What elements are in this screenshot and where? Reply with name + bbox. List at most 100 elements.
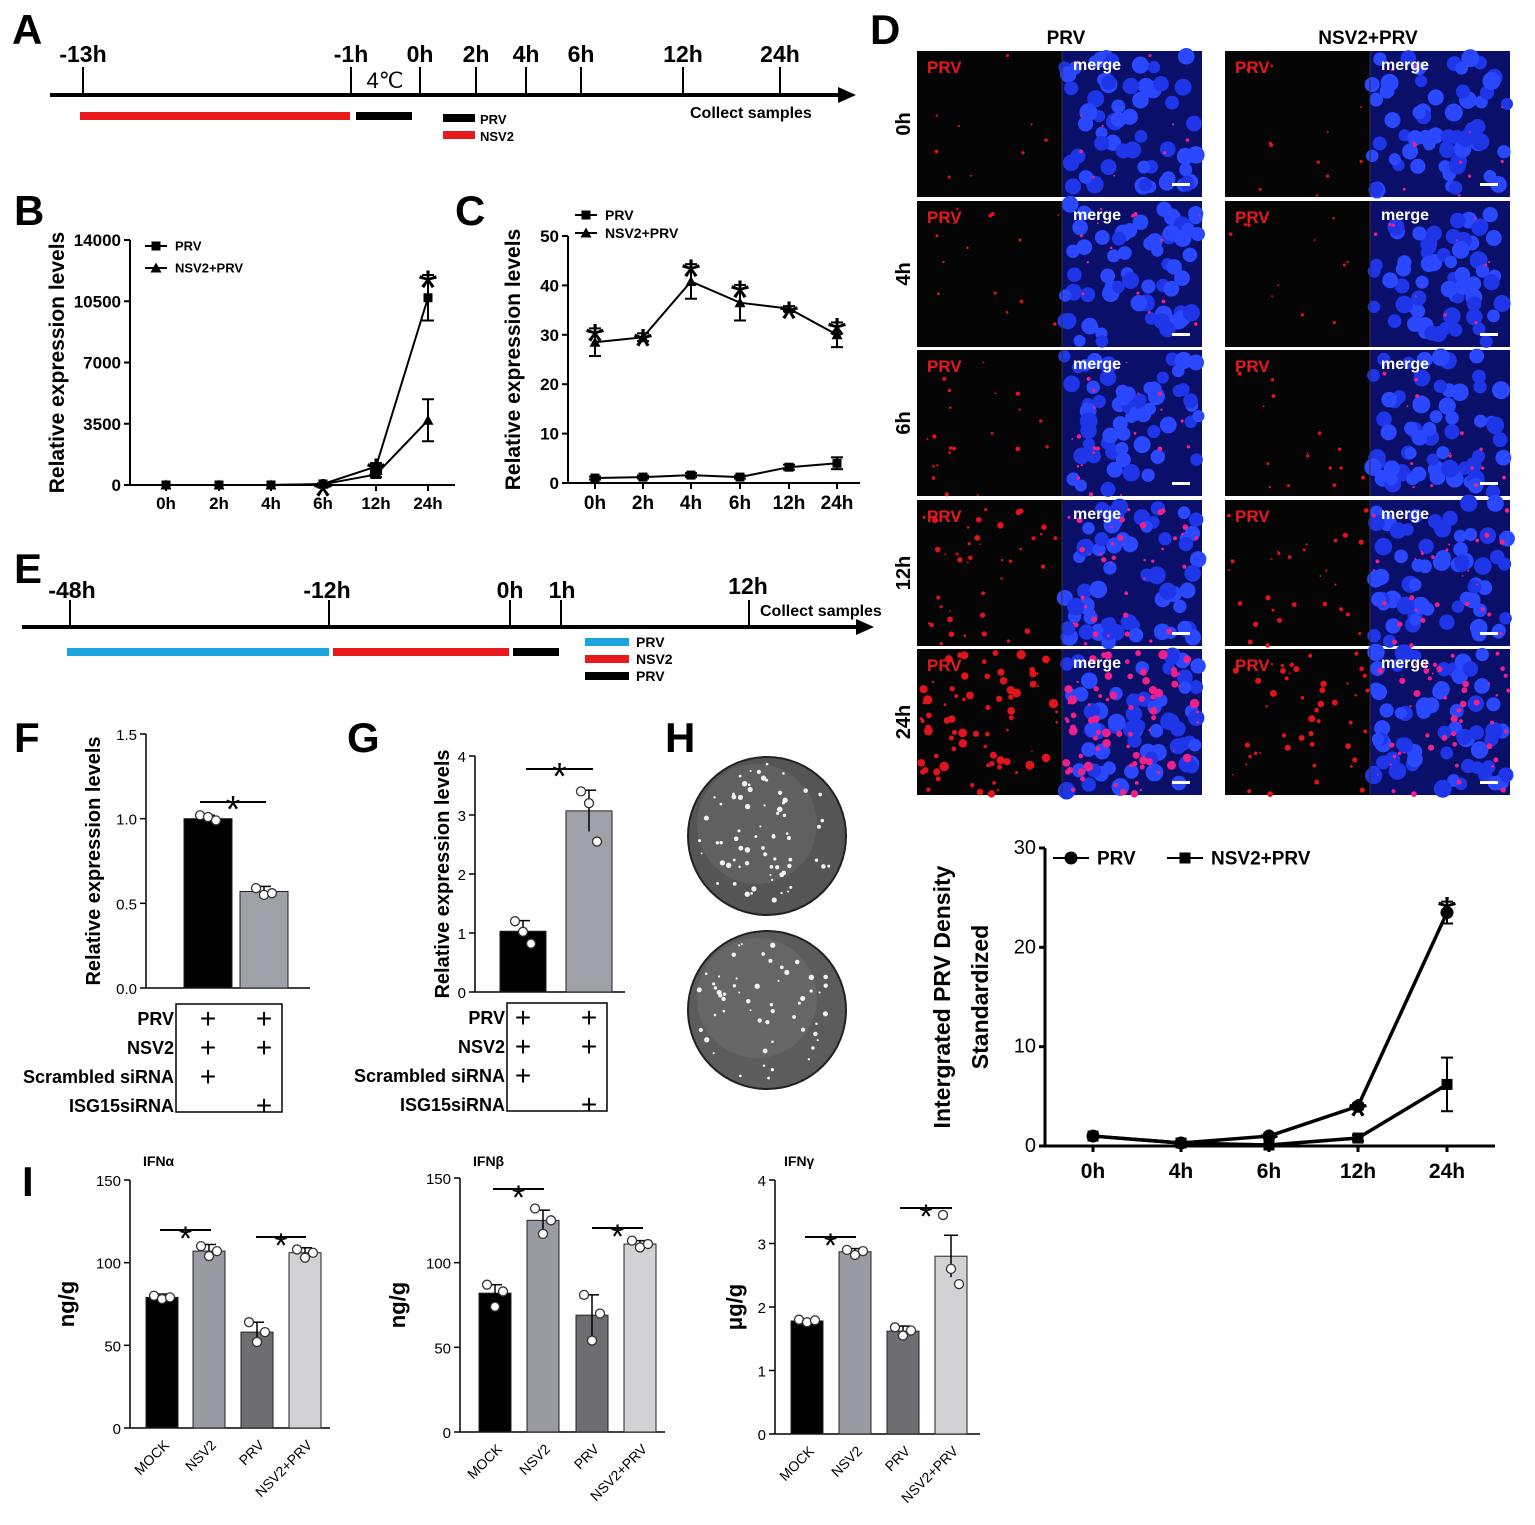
plaque xyxy=(759,825,762,828)
micro-merge-signal xyxy=(1138,695,1145,702)
micro-merge-signal xyxy=(1102,739,1111,748)
micro-merge-signal xyxy=(1480,607,1485,612)
series-line-B-1 xyxy=(166,419,429,486)
y-tick-label-F: 1.5 xyxy=(116,727,137,744)
y-tick-label-D-quant: 30 xyxy=(1014,837,1036,859)
micro-nucleus xyxy=(1380,424,1397,441)
plaque xyxy=(769,864,774,869)
plaque xyxy=(749,769,752,773)
condition-mark-G: + xyxy=(515,1060,531,1091)
condition-mark-F: + xyxy=(256,1032,272,1063)
micro-nucleus xyxy=(1470,761,1484,774)
micro-red-signal xyxy=(942,376,947,381)
micro-merge-signal xyxy=(1079,234,1083,238)
micro-red-signal xyxy=(1305,454,1310,458)
tl-a-label-7: 24h xyxy=(760,41,800,67)
micro-nucleus xyxy=(1411,429,1428,446)
micro-merge-signal xyxy=(1375,559,1380,564)
plaque xyxy=(781,870,787,876)
micro-red-signal xyxy=(1342,263,1346,267)
plaque xyxy=(787,863,792,869)
micro-merge-signal xyxy=(1495,651,1500,656)
micro-merge-signal xyxy=(1120,494,1123,497)
y-tick-label-G: 2 xyxy=(458,867,466,884)
micro-merge-signal xyxy=(1171,680,1179,688)
micro-nucleus xyxy=(1189,680,1204,695)
legend-label-C: PRV xyxy=(605,207,634,223)
micro-merge-signal xyxy=(1142,577,1146,580)
micro-red-signal xyxy=(996,695,1003,702)
plaque xyxy=(747,783,751,787)
micro-red-signal xyxy=(1247,789,1252,794)
micro-red-signal xyxy=(1346,682,1349,685)
micro-nucleus xyxy=(1436,446,1450,460)
micro-red-signal xyxy=(1271,394,1276,399)
micro-red-signal xyxy=(931,60,934,63)
condition-mark-G: + xyxy=(581,1002,597,1033)
micro-red-signal xyxy=(942,260,945,264)
micro-merge-signal xyxy=(1148,728,1152,732)
micro-nucleus xyxy=(1094,532,1109,547)
micro-scale-bar xyxy=(1480,632,1498,635)
bar-I-c-0 xyxy=(790,1320,824,1435)
micro-red-signal xyxy=(1308,731,1314,737)
micro-red-signal xyxy=(1227,513,1231,518)
micro-red-signal xyxy=(1320,680,1327,688)
micro-merge-signal xyxy=(1089,655,1097,663)
tl-a-label-2: 0h xyxy=(407,41,434,67)
micro-nucleus xyxy=(1415,275,1429,289)
micro-red-signal xyxy=(1039,419,1043,423)
tl-e-label-2: 0h xyxy=(497,577,524,603)
data-point-G xyxy=(509,916,521,927)
micro-red-signal xyxy=(1041,564,1046,569)
x-tick-label-D-quant: 12h xyxy=(1340,1160,1376,1183)
tl-a-legend-nsv2-swatch xyxy=(443,131,475,139)
micro-nucleus xyxy=(1426,225,1442,242)
legend-label-C: NSV2+PRV xyxy=(605,225,679,241)
data-point-I-a xyxy=(307,1247,319,1258)
micro-merge-signal xyxy=(1134,781,1139,785)
micro-nucleus xyxy=(1081,672,1098,689)
micro-red-signal xyxy=(1269,690,1277,697)
tl-a-label-5: 6h xyxy=(568,41,595,67)
micro-merge-signal xyxy=(1070,712,1077,719)
marker-C-0 xyxy=(638,472,648,482)
micro-nucleus xyxy=(1107,249,1121,263)
plaque xyxy=(732,858,736,862)
micro-nucleus xyxy=(1082,521,1095,535)
micro-red-signal xyxy=(1041,524,1047,530)
plaque xyxy=(762,1064,766,1067)
bar-F-0 xyxy=(183,818,233,989)
sig-star-C: * xyxy=(585,313,604,369)
micro-red-signal xyxy=(979,543,982,546)
micro-red-signal xyxy=(919,717,923,721)
micro-red-signal xyxy=(922,766,929,774)
plaque xyxy=(786,835,791,841)
micro-nucleus xyxy=(1182,222,1195,236)
micro-nucleus xyxy=(1402,143,1419,160)
micro-red-signal xyxy=(1337,447,1342,451)
y-tick-label-D-quant: 0 xyxy=(1025,1135,1036,1157)
marker-B-1 xyxy=(370,469,382,479)
micro-nucleus xyxy=(1102,628,1115,641)
micro-merge-signal xyxy=(1500,666,1506,672)
condition-box-G xyxy=(506,1002,608,1112)
x-tick-label-I-a: NSV2 xyxy=(182,1437,219,1474)
micro-nucleus xyxy=(1073,334,1086,347)
micro-red-signal xyxy=(1024,628,1031,634)
condition-box-F xyxy=(175,1003,283,1113)
micro-nucleus xyxy=(1368,514,1385,532)
micro-nucleus xyxy=(1086,380,1100,395)
data-point-I-b xyxy=(586,1335,598,1346)
micro-red-signal xyxy=(1021,151,1025,155)
micro-red-signal xyxy=(939,642,943,646)
micro-merge-signal xyxy=(1125,361,1128,364)
micro-nucleus xyxy=(1383,634,1397,648)
micro-merge-signal xyxy=(1414,662,1417,666)
tl-a-legend-nsv2: NSV2 xyxy=(480,129,514,144)
micro-nucleus xyxy=(1131,56,1149,74)
micro-nucleus xyxy=(1095,126,1108,140)
data-point-I-b xyxy=(626,1235,638,1246)
micro-merge-signal xyxy=(1101,728,1111,738)
